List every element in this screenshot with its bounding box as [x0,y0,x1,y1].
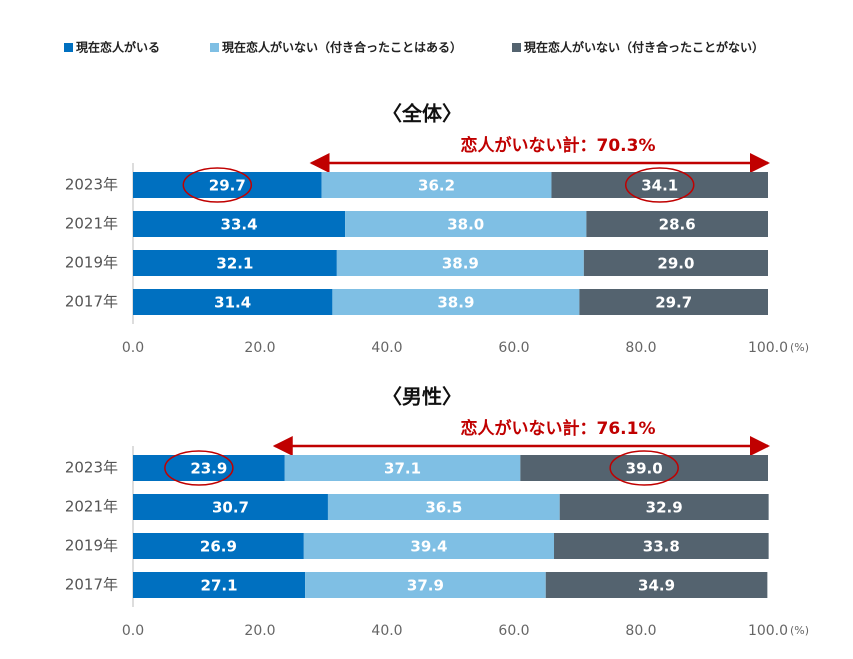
bar-segment [545,572,768,598]
y-tick-label: 2017年 [65,293,118,311]
annotation: 恋人がいない計：76.1% [461,418,656,439]
x-tick-label: 60.0 [498,340,529,356]
value-label: 32.9 [646,499,683,517]
bar-segment [284,455,521,481]
bar-segment [551,172,768,198]
x-tick-label: 0.0 [122,340,144,356]
chart-title: 〈男性〉 [382,385,462,409]
legend-swatch [210,43,219,52]
value-label: 32.1 [216,255,253,273]
value-label: 23.9 [190,460,227,478]
bar-segment [336,250,584,276]
bar-segment [133,494,328,520]
bar-segment [520,455,768,481]
x-tick-label: 40.0 [371,623,402,639]
legend-label: 現在恋人がいる [76,40,160,55]
value-label: 33.4 [221,216,258,234]
bar-segment [327,494,560,520]
highlight-circle [624,167,695,203]
bar-segment [133,172,322,198]
legend-label: 現在恋人がいない（付き合ったことはある） [222,40,462,55]
highlight-circle [182,167,253,203]
bar-segment [305,572,546,598]
y-tick-label: 2017年 [65,576,118,594]
y-tick-label: 2021年 [65,215,118,233]
bar-segment [133,533,304,559]
value-label: 29.7 [209,177,246,195]
value-label: 38.0 [447,216,484,234]
x-tick-label: 100.0 [748,340,788,356]
legend-swatch [512,43,521,52]
bar-segment [133,455,285,481]
bar-segment [303,533,555,559]
x-tick-label: 0.0 [122,623,144,639]
value-label: 39.0 [626,460,663,478]
y-tick-label: 2023年 [65,176,118,194]
value-label: 26.9 [200,538,237,556]
value-label: 38.9 [437,294,474,312]
bar-segment [133,250,337,276]
value-label: 34.9 [638,577,675,595]
value-label: 27.1 [201,577,238,595]
value-label: 38.9 [442,255,479,273]
bar-segment [579,289,768,315]
highlight-circle [164,450,234,486]
annotation: 恋人がいない計：70.3% [461,135,656,156]
highlight-circle [609,450,679,486]
x-tick-label: 40.0 [371,340,402,356]
bar-segment [583,250,768,276]
value-label: 36.5 [425,499,462,517]
value-label: 29.0 [657,255,694,273]
value-label: 36.2 [418,177,455,195]
x-tick-label: 80.0 [625,340,656,356]
bar-segment [332,289,580,315]
bar-segment [321,172,552,198]
bar-segment [345,211,587,237]
legend-swatch [64,43,73,52]
chart-title: 〈全体〉 [382,102,462,126]
x-unit: (%) [790,624,809,637]
value-label: 34.1 [641,177,678,195]
value-label: 28.6 [659,216,696,234]
value-label: 37.1 [384,460,421,478]
bar-segment [586,211,768,237]
y-tick-label: 2023年 [65,459,118,477]
x-tick-label: 80.0 [625,623,656,639]
bar-segment [559,494,769,520]
bar-segment [554,533,769,559]
value-label: 30.7 [212,499,249,517]
y-tick-label: 2021年 [65,498,118,516]
x-tick-label: 20.0 [244,623,275,639]
value-label: 29.7 [655,294,692,312]
value-label: 39.4 [410,538,447,556]
bar-segment [133,572,306,598]
legend-label: 現在恋人がいない（付き合ったことがない） [524,40,764,55]
x-tick-label: 20.0 [244,340,275,356]
bar-segment [133,289,333,315]
y-tick-label: 2019年 [65,254,118,272]
x-unit: (%) [790,341,809,354]
x-tick-label: 100.0 [748,623,788,639]
value-label: 33.8 [643,538,680,556]
value-label: 37.9 [407,577,444,595]
value-label: 31.4 [214,294,251,312]
x-tick-label: 60.0 [498,623,529,639]
bar-segment [133,211,346,237]
y-tick-label: 2019年 [65,537,118,555]
